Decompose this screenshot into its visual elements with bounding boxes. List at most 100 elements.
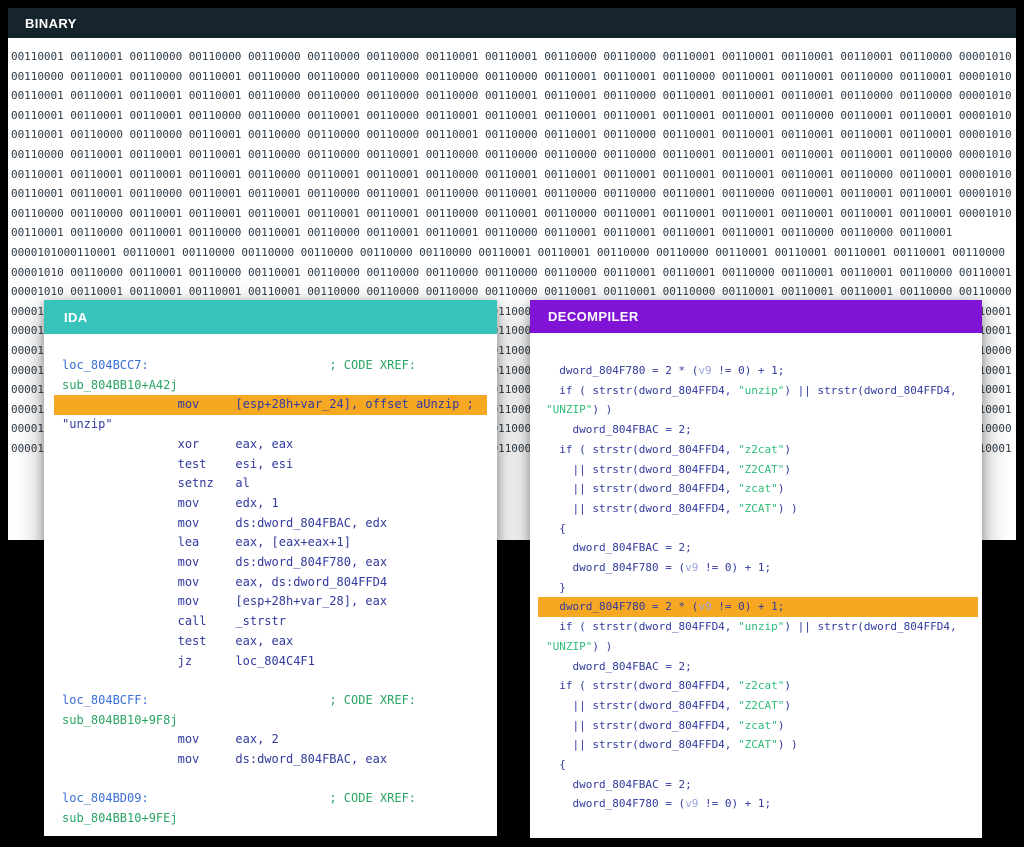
- decompiler-code-line[interactable]: || strstr(dword_804FFD4, "Z2CAT"): [546, 696, 970, 716]
- ida-code-line-highlighted[interactable]: mov [esp+28h+var_24], offset aUnzip ;: [54, 395, 487, 416]
- binary-row: 00001010 00110000 00110001 00110000 0011…: [11, 265, 1012, 279]
- ida-code-line[interactable]: lea eax, [eax+eax+1]: [62, 533, 479, 553]
- code-segment-p: mov edx, 1: [62, 495, 279, 510]
- ida-code-line[interactable]: mov eax, ds:dword_804FFD4: [62, 573, 479, 593]
- code-segment-p: if ( strstr(dword_804FFD4,: [546, 383, 739, 397]
- decompiler-code-line[interactable]: if ( strstr(dword_804FFD4, "unzip") || s…: [546, 381, 970, 401]
- code-segment-p: jz loc_804C4F1: [62, 653, 315, 668]
- decompiler-code-line[interactable]: || strstr(dword_804FFD4, "ZCAT") ): [546, 735, 970, 755]
- decompiler-code-line[interactable]: dword_804F780 = (v9 != 0) + 1;: [546, 794, 970, 814]
- code-segment-p: }: [546, 580, 566, 594]
- code-segment-st: "zcat": [738, 718, 778, 732]
- code-segment-p: ) ): [592, 639, 613, 653]
- code-segment-p: test esi, esi: [62, 456, 294, 471]
- code-segment-st: "z2cat": [738, 679, 785, 693]
- binary-panel-header: BINARY: [8, 8, 1016, 38]
- decompiler-code-line[interactable]: if ( strstr(dword_804FFD4, "z2cat"): [546, 676, 970, 696]
- binary-row: 00110001 00110001 00110000 00110001 0011…: [11, 187, 1012, 201]
- ida-code-line[interactable]: setnz al: [62, 474, 479, 494]
- code-segment-cm: sub_804BB10+9FEj: [62, 811, 178, 826]
- code-segment-st: "UNZIP": [546, 403, 593, 417]
- ida-code-line[interactable]: sub_804BB10+9F8j: [62, 711, 479, 731]
- binary-panel-title: BINARY: [25, 15, 77, 31]
- code-segment-p: ): [777, 718, 785, 732]
- code-segment-cm: sub_804BB10+A42j: [62, 377, 178, 392]
- code-segment-st: "Z2CAT": [738, 462, 785, 476]
- ida-code-line[interactable]: loc_804BCC7: ; CODE XREF:: [62, 356, 479, 376]
- decompiler-code-line[interactable]: "UNZIP") ): [546, 400, 970, 420]
- ida-code-line[interactable]: call _strstr: [62, 612, 479, 632]
- decompiler-code-line[interactable]: {: [546, 519, 970, 539]
- ida-code-line[interactable]: mov ds:dword_804FBAC, eax: [62, 750, 479, 770]
- decompiler-code-line-highlighted[interactable]: dword_804F780 = 2 * (v9 != 0) + 1;: [538, 597, 978, 618]
- code-segment-cm: ; CODE XREF:: [329, 358, 417, 372]
- decompiler-code-line[interactable]: dword_804F780 = 2 * (v9 != 0) + 1;: [546, 361, 970, 381]
- code-segment-p: mov [esp+28h+var_24], offset aUnzip ;: [62, 397, 474, 412]
- code-segment-p: dword_804FBAC = 2;: [546, 541, 692, 555]
- ida-code-line[interactable]: mov ds:dword_804F780, eax: [62, 553, 479, 573]
- ida-code-line[interactable]: mov ds:dword_804FBAC, edx: [62, 514, 479, 534]
- decompiler-code: dword_804F780 = 2 * (v9 != 0) + 1; if ( …: [530, 333, 982, 838]
- code-segment-p: != 0) + 1;: [698, 797, 772, 811]
- code-segment-p: test eax, eax: [62, 633, 294, 648]
- decompiler-code-line[interactable]: dword_804FBAC = 2;: [546, 538, 970, 558]
- decompiler-code-line[interactable]: || strstr(dword_804FFD4, "zcat"): [546, 479, 970, 499]
- decompiler-code-line[interactable]: dword_804F780 = (v9 != 0) + 1;: [546, 558, 970, 578]
- ida-code-line[interactable]: xor eax, eax: [62, 435, 479, 455]
- ida-code-line[interactable]: loc_804BD09: ; CODE XREF:: [62, 789, 479, 809]
- binary-row: 00110000 00110001 00110000 00110001 0011…: [11, 69, 1012, 83]
- code-segment-cm: ; CODE XREF:: [329, 791, 417, 806]
- code-segment-p: mov ds:dword_804F780, eax: [62, 555, 388, 570]
- ida-code-line[interactable]: sub_804BB10+A42j: [62, 376, 479, 396]
- code-segment-cm: sub_804BB10+9F8j: [62, 712, 178, 727]
- code-segment-st: "zcat": [738, 482, 778, 496]
- ida-code-line[interactable]: test eax, eax: [62, 632, 479, 652]
- ida-code-line[interactable]: [62, 770, 479, 790]
- code-segment-p: != 0) + 1;: [711, 364, 785, 377]
- code-segment-st: "ZCAT": [738, 738, 778, 752]
- code-segment-p: [149, 791, 330, 805]
- ida-panel-header: IDA: [44, 300, 497, 334]
- decompiler-code-line[interactable]: || strstr(dword_804FFD4, "ZCAT") ): [546, 499, 970, 519]
- decompiler-code-line[interactable]: dword_804FBAC = 2;: [546, 420, 970, 440]
- ida-code-line[interactable]: mov eax, 2: [62, 730, 479, 750]
- ida-disassembly: loc_804BCC7: ; CODE XREF: sub_804BB10+A42…: [44, 334, 497, 836]
- ida-code-line[interactable]: sub_804BB10+9FEj: [62, 809, 479, 829]
- code-segment-p: mov [esp+28h+var_28], eax: [62, 594, 388, 609]
- code-segment-p: {: [546, 758, 566, 772]
- ida-code-line[interactable]: mov edx, 1: [62, 494, 479, 514]
- decompiler-code-line[interactable]: }: [546, 578, 970, 598]
- decompiler-code-line[interactable]: dword_804FBAC = 2;: [546, 657, 970, 677]
- code-segment-p: if ( strstr(dword_804FFD4,: [546, 620, 739, 634]
- decompiler-code-line[interactable]: "UNZIP") ): [546, 637, 970, 657]
- ida-code-line[interactable]: "unzip": [62, 415, 479, 435]
- binary-row: 00110000 00110000 00110001 00110001 0011…: [11, 206, 1012, 220]
- code-segment-p: || strstr(dword_804FFD4,: [546, 738, 739, 752]
- code-segment-p: dword_804FBAC = 2;: [546, 659, 692, 673]
- decompiler-code-line[interactable]: || strstr(dword_804FFD4, "Z2CAT"): [546, 460, 970, 480]
- decompiler-code-line[interactable]: || strstr(dword_804FFD4, "zcat"): [546, 716, 970, 736]
- ida-code-line[interactable]: mov [esp+28h+var_28], eax: [62, 592, 479, 612]
- decompiler-code-line[interactable]: if ( strstr(dword_804FFD4, "unzip") || s…: [546, 617, 970, 637]
- code-segment-v: v9: [698, 364, 712, 377]
- binary-row: 00110001 00110001 00110001 00110001 0011…: [11, 167, 1012, 181]
- binary-row: 00001010 00110001 00110001 00110001 0011…: [11, 285, 1012, 299]
- ida-code-line[interactable]: loc_804BCFF: ; CODE XREF:: [62, 691, 479, 711]
- code-segment-p: [149, 693, 330, 707]
- code-segment-p: != 0) + 1;: [711, 600, 785, 614]
- decompiler-code-line[interactable]: dword_804FBAC = 2;: [546, 775, 970, 795]
- code-segment-p: if ( strstr(dword_804FFD4,: [546, 442, 739, 456]
- decompiler-code-line[interactable]: if ( strstr(dword_804FFD4, "z2cat"): [546, 440, 970, 460]
- code-segment-p: call _strstr: [62, 614, 286, 629]
- code-segment-p: dword_804F780 = 2 * (: [546, 364, 699, 377]
- code-segment-p: ) || strstr(dword_804FFD4,: [784, 383, 957, 397]
- binary-row: 00110001 00110000 00110000 00110001 0011…: [11, 128, 1012, 142]
- code-segment-p: lea eax, [eax+eax+1]: [62, 535, 351, 550]
- decompiler-code-line[interactable]: {: [546, 755, 970, 775]
- ida-code-line[interactable]: [62, 671, 479, 691]
- ida-code-line[interactable]: test esi, esi: [62, 455, 479, 475]
- ida-code-line[interactable]: jz loc_804C4F1: [62, 652, 479, 672]
- code-segment-p: dword_804FBAC = 2;: [546, 423, 692, 437]
- code-segment-lb: loc_804BCC7:: [62, 358, 149, 372]
